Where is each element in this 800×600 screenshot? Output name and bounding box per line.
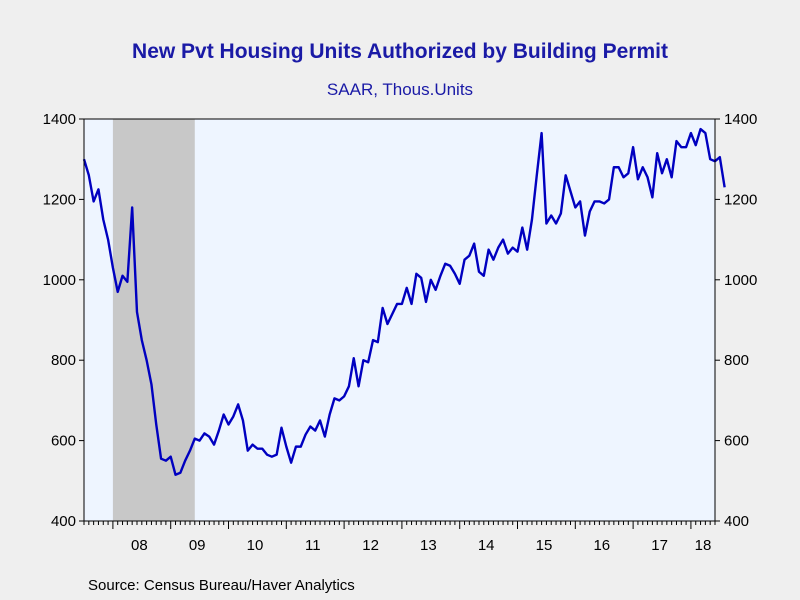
axis-ticks bbox=[79, 118, 720, 529]
x-tick-label: 13 bbox=[420, 537, 437, 554]
y-tick-label-right: 1000 bbox=[724, 272, 757, 289]
x-tick-label: 17 bbox=[651, 537, 668, 554]
y-tick-label-left: 600 bbox=[51, 433, 76, 450]
y-tick-label-left: 1000 bbox=[43, 272, 76, 289]
y-tick-label-right: 1400 bbox=[724, 111, 757, 128]
x-tick-label: 09 bbox=[189, 537, 206, 554]
chart-subtitle: SAAR, Thous.Units bbox=[326, 80, 474, 99]
x-tick-label: 08 bbox=[131, 537, 148, 554]
x-tick-label: 16 bbox=[593, 537, 610, 554]
x-tick-label: 10 bbox=[247, 537, 264, 554]
y-tick-label-left: 1200 bbox=[43, 191, 76, 208]
chart-title: New Pvt Housing Units Authorized by Buil… bbox=[132, 40, 668, 63]
y-tick-label-right: 1200 bbox=[724, 191, 757, 208]
series-line bbox=[82, 127, 726, 476]
x-tick-label: 15 bbox=[536, 537, 553, 554]
tick-labels: 400 400 600 600 800 800 1000 1000 1200 1200 1400 14… bbox=[43, 111, 758, 554]
y-tick-label-right: 600 bbox=[724, 433, 749, 450]
x-tick-label: 12 bbox=[362, 537, 379, 554]
x-tick-label: 14 bbox=[478, 537, 495, 554]
x-tick-label: 18 bbox=[695, 537, 712, 554]
x-tick-label: 11 bbox=[305, 537, 321, 554]
recession-band bbox=[112, 119, 195, 521]
source-note: Source: Census Bureau/Haver Analytics bbox=[88, 577, 355, 594]
plot-frame bbox=[83, 118, 716, 522]
y-tick-label-left: 400 bbox=[51, 513, 76, 530]
y-tick-label-left: 800 bbox=[51, 352, 76, 369]
y-tick-label-right: 400 bbox=[724, 513, 749, 530]
y-tick-label-left: 1400 bbox=[43, 111, 76, 128]
y-tick-label-right: 800 bbox=[724, 352, 749, 369]
